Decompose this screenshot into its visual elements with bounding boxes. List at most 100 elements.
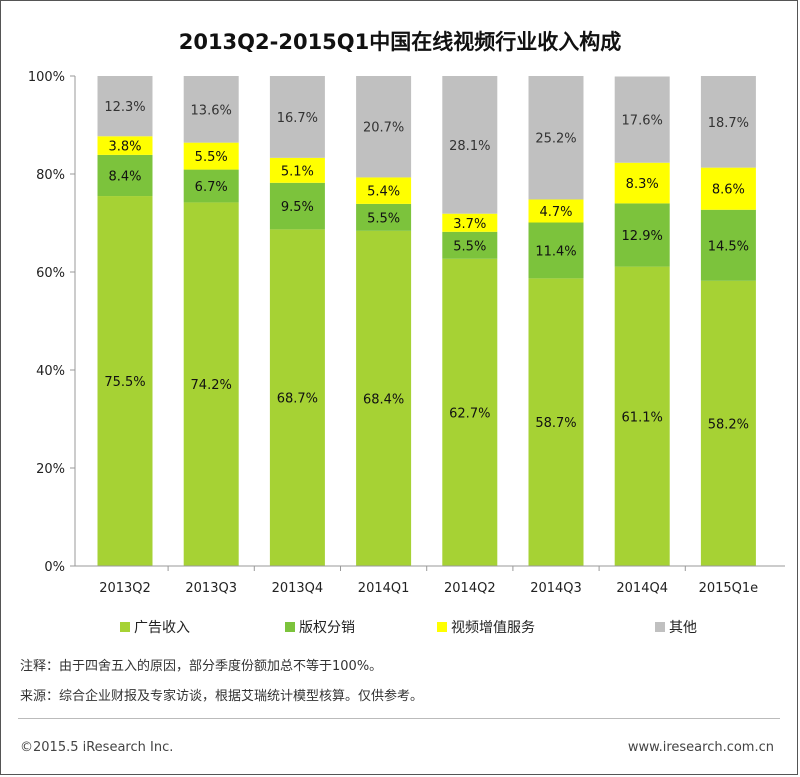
data-label-vas: 5.4% xyxy=(367,185,400,200)
x-tick-label: 2013Q4 xyxy=(272,581,324,596)
data-label-vas: 8.6% xyxy=(712,183,745,198)
legend-swatch-other xyxy=(655,622,665,632)
data-label-ad: 61.1% xyxy=(622,410,663,425)
x-tick-label: 2014Q1 xyxy=(358,581,410,596)
bar-segment-ad xyxy=(97,196,153,567)
data-label-vas: 8.3% xyxy=(626,177,659,192)
data-label-copyright: 5.5% xyxy=(453,239,486,254)
bar-group-2015Q1e: 58.2% 14.5% 8.6% 18.7% xyxy=(700,76,756,566)
legend-label: 视频增值服务 xyxy=(451,620,535,636)
data-label-copyright: 8.4% xyxy=(108,169,141,184)
bar-group-2014Q3: 58.7% 11.4% 4.7% 25.2% xyxy=(528,76,584,566)
legend-item-vas: 视频增值服务 xyxy=(437,620,535,636)
data-label-ad: 68.4% xyxy=(363,392,404,407)
source-note: 来源：综合企业财报及专家访谈，根据艾瑞统计模型核算。仅供参考。 xyxy=(20,689,424,704)
data-label-other: 16.7% xyxy=(277,111,318,126)
bar-group-2014Q1: 68.4% 5.5% 5.4% 20.7% xyxy=(356,76,412,566)
bar-segment-vas xyxy=(183,142,239,170)
legend-swatch-vas xyxy=(437,622,447,632)
y-tick-label: 40% xyxy=(36,364,65,379)
footnote: 注释：由于四舍五入的原因，部分季度份额加总不等于100%。 xyxy=(20,659,383,674)
bar-segment-other xyxy=(97,76,153,137)
bar-segment-ad xyxy=(356,230,412,566)
data-label-other: 28.1% xyxy=(449,139,490,154)
bar-group-2013Q4: 68.7% 9.5% 5.1% 16.7% xyxy=(269,76,325,566)
bar-area: 75.5% 8.4% 3.8% 12.3% 74.2% 6.7% 5.5% 13.6% 68.7… xyxy=(97,76,756,567)
bar-segment-other xyxy=(614,76,670,163)
bar-segment-other xyxy=(183,76,239,143)
legend-item-copyright: 版权分销 xyxy=(285,620,355,636)
bar-segment-ad xyxy=(614,266,670,566)
chart-title: 2013Q2-2015Q1中国在线视频行业收入构成 xyxy=(178,30,622,54)
bar-segment-copyright xyxy=(269,182,325,230)
y-tick-label: 60% xyxy=(36,266,65,281)
data-label-vas: 5.1% xyxy=(281,164,314,179)
bar-segment-copyright xyxy=(528,222,584,279)
bar-segment-vas xyxy=(269,157,325,183)
y-tick-label: 80% xyxy=(36,168,65,183)
legend: 广告收入 版权分销 视频增值服务 其他 xyxy=(120,620,697,636)
data-label-other: 13.6% xyxy=(191,103,232,118)
x-tick-label: 2014Q4 xyxy=(616,581,668,596)
bar-segment-vas xyxy=(700,167,756,210)
data-label-ad: 74.2% xyxy=(191,378,232,393)
bar-segment-vas xyxy=(614,162,670,204)
bar-segment-other xyxy=(700,76,756,168)
data-label-other: 25.2% xyxy=(535,132,576,147)
separator-line xyxy=(18,718,780,719)
data-label-vas: 4.7% xyxy=(539,205,572,220)
bar-segment-copyright xyxy=(97,154,153,197)
bar-segment-ad xyxy=(269,229,325,566)
data-label-copyright: 11.4% xyxy=(535,244,576,259)
bar-segment-ad xyxy=(442,258,498,566)
bar-segment-other xyxy=(442,76,498,214)
data-label-ad: 58.2% xyxy=(708,417,749,432)
x-tick-label: 2014Q2 xyxy=(444,581,496,596)
y-tick-label: 20% xyxy=(36,462,65,477)
legend-swatch-ad xyxy=(120,622,130,632)
data-label-ad: 58.7% xyxy=(535,416,576,431)
bar-segment-other xyxy=(356,76,412,178)
data-label-ad: 68.7% xyxy=(277,392,318,407)
legend-label: 广告收入 xyxy=(134,620,190,636)
copyright-text: ©2015.5 iResearch Inc. xyxy=(20,740,174,755)
x-tick-label: 2013Q2 xyxy=(99,581,151,596)
data-label-copyright: 9.5% xyxy=(281,200,314,215)
legend-label: 版权分销 xyxy=(299,620,355,636)
data-label-copyright: 6.7% xyxy=(195,180,228,195)
x-axis: 2013Q2 2013Q3 2013Q4 2014Q1 2014Q2 2014Q3 2014… xyxy=(75,565,785,596)
y-tick-label: 0% xyxy=(44,560,65,575)
x-tick-label: 2014Q3 xyxy=(530,581,582,596)
bar-group-2014Q2: 62.7% 5.5% 3.7% 28.1% xyxy=(442,76,498,566)
bar-segment-vas xyxy=(528,199,584,223)
bar-segment-vas xyxy=(97,136,153,155)
legend-label: 其他 xyxy=(669,620,697,636)
bar-segment-vas xyxy=(356,177,412,204)
data-label-other: 18.7% xyxy=(708,116,749,131)
bar-group-2014Q4: 61.1% 12.9% 8.3% 17.6% xyxy=(614,76,670,566)
data-label-other: 17.6% xyxy=(622,114,663,129)
bar-segment-copyright xyxy=(700,209,756,281)
legend-item-other: 其他 xyxy=(655,620,697,636)
legend-swatch-copyright xyxy=(285,622,295,632)
bar-segment-ad xyxy=(700,280,756,566)
data-label-other: 12.3% xyxy=(104,100,145,115)
bar-segment-copyright xyxy=(442,231,498,259)
bar-segment-copyright xyxy=(356,203,412,231)
bar-segment-other xyxy=(269,76,325,158)
website-text: www.iresearch.com.cn xyxy=(627,740,774,755)
data-label-copyright: 5.5% xyxy=(367,211,400,226)
bar-segment-ad xyxy=(183,202,239,567)
data-label-vas: 5.5% xyxy=(195,150,228,165)
bar-segment-other xyxy=(528,76,584,200)
x-tick-label: 2015Q1e xyxy=(699,581,759,596)
data-label-ad: 75.5% xyxy=(104,375,145,390)
data-label-other: 20.7% xyxy=(363,121,404,136)
bar-segment-vas xyxy=(442,213,498,232)
data-label-copyright: 12.9% xyxy=(622,229,663,244)
legend-item-ad: 广告收入 xyxy=(120,620,190,636)
bar-segment-copyright xyxy=(183,169,239,203)
bar-group-2013Q3: 74.2% 6.7% 5.5% 13.6% xyxy=(183,76,239,567)
y-tick-label: 100% xyxy=(28,70,65,85)
